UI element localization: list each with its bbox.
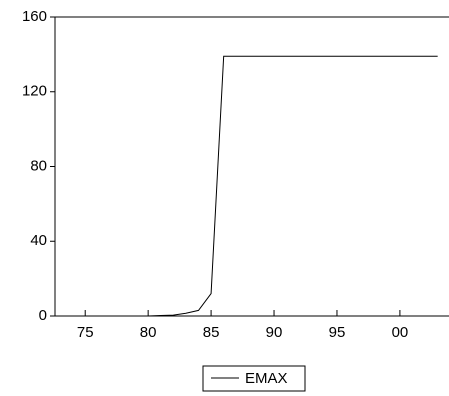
- x-tick-label: 90: [266, 324, 283, 341]
- x-tick-label: 75: [77, 324, 94, 341]
- legend-box: [202, 365, 306, 392]
- y-tick-label: 0: [39, 307, 47, 324]
- x-tick-label: 00: [392, 324, 409, 341]
- x-tick-label: 85: [203, 324, 220, 341]
- x-tick-label: 95: [329, 324, 346, 341]
- data-line: [60, 55, 438, 317]
- y-tick-label: 160: [22, 8, 47, 25]
- y-tick-label: 80: [30, 157, 47, 174]
- legend-label: EMAX: [245, 370, 288, 387]
- x-tick-label: 80: [140, 324, 157, 341]
- y-tick-label: 120: [22, 83, 47, 100]
- y-tick-label: 40: [30, 232, 47, 249]
